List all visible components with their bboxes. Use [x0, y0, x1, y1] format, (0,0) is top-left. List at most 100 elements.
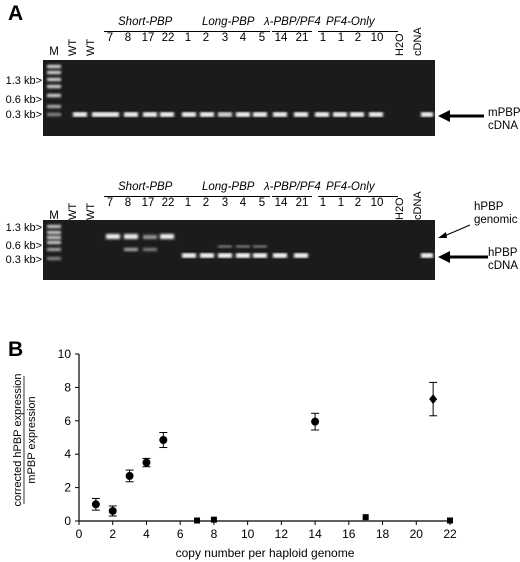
- lane-num: 17: [141, 32, 155, 44]
- lane-num: 4: [239, 197, 247, 209]
- lane-num: 21: [295, 197, 309, 209]
- bottom-gel-header: M WT WT Short-PBP 7 8 17 22 Long-PBP 1 2…: [0, 0, 520, 240]
- y-tick-label: 0: [64, 514, 71, 528]
- x-tick-label: 2: [109, 527, 116, 541]
- lane-num: 8: [124, 197, 132, 209]
- mpbp-cdna-label: mPBP cDNA: [488, 107, 520, 132]
- lane-num: 3: [221, 197, 229, 209]
- data-point-diamond: [429, 394, 438, 405]
- data-point-circle: [108, 506, 117, 515]
- lane-num: 5: [258, 32, 266, 44]
- top-gel-header: M WT WT Short-PBP 7 8 17 22 Long-PBP 1 2…: [0, 0, 520, 70]
- lane-label-h2o-bottom: H2O: [394, 197, 406, 220]
- x-tick-label: 22: [443, 527, 457, 541]
- group-line-lambda: [272, 31, 312, 32]
- group-long-pbp: Long-PBP: [202, 16, 255, 28]
- panel-b-letter: B: [8, 338, 24, 361]
- x-tick-label: 10: [241, 527, 255, 541]
- y-tick-label: 2: [64, 481, 71, 495]
- top-gel-bands: [47, 65, 433, 117]
- lane-num: 1: [319, 32, 327, 44]
- y-tick-label: 8: [64, 380, 71, 394]
- lane-num: 14: [274, 32, 288, 44]
- group-pf4-only-bottom: PF4-Only: [326, 181, 375, 193]
- data-point-circle: [142, 458, 151, 467]
- group-lambda-pbp-pf4: λ-PBP/PF4: [264, 16, 321, 28]
- lane-num: 4: [239, 32, 247, 44]
- group-line-pf4-bottom: [318, 196, 398, 197]
- lane-num: 1: [319, 197, 327, 209]
- ladder-label-top: M: [49, 46, 59, 58]
- lane-num: 21: [295, 32, 309, 44]
- group-pf4-only: PF4-Only: [326, 16, 375, 28]
- hpbp-genomic-arrow-icon: [438, 224, 471, 238]
- group-short-pbp: Short-PBP: [118, 16, 173, 28]
- lane-num: 2: [202, 197, 210, 209]
- chart-points: [91, 381, 453, 524]
- group-line-short-bottom: [104, 196, 180, 197]
- x-tick-label: 0: [76, 527, 83, 541]
- lane-num: 2: [354, 32, 362, 44]
- lane-num: 10: [370, 197, 384, 209]
- lane-num: 7: [106, 197, 114, 209]
- y-tick-label: 4: [64, 447, 71, 461]
- data-point-circle: [125, 471, 134, 480]
- group-line-long: [180, 31, 270, 32]
- x-tick-label: 14: [308, 527, 322, 541]
- lane-num: 10: [370, 32, 384, 44]
- data-point-square: [210, 516, 217, 523]
- lane-num: 3: [221, 32, 229, 44]
- bottom-gel-bands: [47, 225, 433, 260]
- lane-num: 1: [337, 32, 345, 44]
- scatter-chart: 0 2 4 6 8 10 12 14 16 18 20 22 0 2 4 6 8 10 copy number p…: [12, 347, 457, 560]
- data-point-circle: [159, 436, 168, 445]
- panel-a-letter: A: [8, 2, 24, 25]
- x-tick-label: 6: [177, 527, 184, 541]
- lane-num: 22: [161, 32, 175, 44]
- group-line-pf4: [318, 31, 398, 32]
- lane-num: 5: [258, 197, 266, 209]
- lane-num: 8: [124, 32, 132, 44]
- lane-num: 1: [337, 197, 345, 209]
- y-tick-label: 10: [58, 347, 72, 361]
- hpbp-cdna-arrow-icon: [438, 251, 488, 263]
- lane-num: 1: [184, 197, 192, 209]
- data-point-circle: [91, 500, 100, 509]
- group-line-short: [104, 31, 180, 32]
- lane-num: 17: [141, 197, 155, 209]
- lane-num: 2: [354, 197, 362, 209]
- group-line-long-bottom: [180, 196, 270, 197]
- x-tick-label: 8: [211, 527, 218, 541]
- lane-num: 1: [184, 32, 192, 44]
- hpbp-cdna-label: hPBP cDNA: [488, 247, 519, 272]
- bottom-gel-image: [43, 220, 435, 280]
- y-axis-label: corrected hPBP expression mPBP expressio…: [12, 373, 38, 506]
- size-marker-1-3kb-top: 1.3 kb>: [5, 75, 42, 87]
- lane-num: 14: [274, 197, 288, 209]
- size-marker-1-3kb-bottom: 1.3 kb>: [5, 222, 42, 234]
- data-point-square: [194, 517, 201, 524]
- x-tick-label: 20: [410, 527, 424, 541]
- size-marker-0-6kb-bottom: 0.6 kb>: [5, 240, 42, 252]
- x-tick-label: 12: [275, 527, 289, 541]
- data-point-square: [362, 514, 369, 521]
- size-marker-0-3kb-bottom: 0.3 kb>: [5, 254, 42, 266]
- lane-num: 2: [202, 32, 210, 44]
- y-axis-label-line1: corrected hPBP expression: [12, 373, 24, 506]
- x-tick-label: 18: [376, 527, 390, 541]
- x-tick-label: 4: [143, 527, 150, 541]
- group-short-pbp-bottom: Short-PBP: [118, 181, 173, 193]
- x-tick-label: 16: [342, 527, 356, 541]
- mpbp-arrow-icon: [438, 110, 484, 122]
- data-point-circle: [311, 417, 320, 426]
- y-axis-label-line2: mPBP expression: [26, 396, 38, 483]
- lane-num: 7: [106, 32, 114, 44]
- lane-label-wt-1-bottom: WT: [67, 202, 79, 220]
- x-axis-label: copy number per haploid genome: [176, 546, 355, 560]
- lane-label-wt-2-bottom: WT: [85, 202, 97, 220]
- size-marker-0-6kb-top: 0.6 kb>: [5, 94, 42, 106]
- ladder-label-bottom: M: [49, 210, 59, 222]
- top-gel-image: [43, 60, 435, 136]
- size-marker-0-3kb-top: 0.3 kb>: [5, 109, 42, 121]
- lane-label-cdna-bottom: cDNA: [412, 191, 424, 220]
